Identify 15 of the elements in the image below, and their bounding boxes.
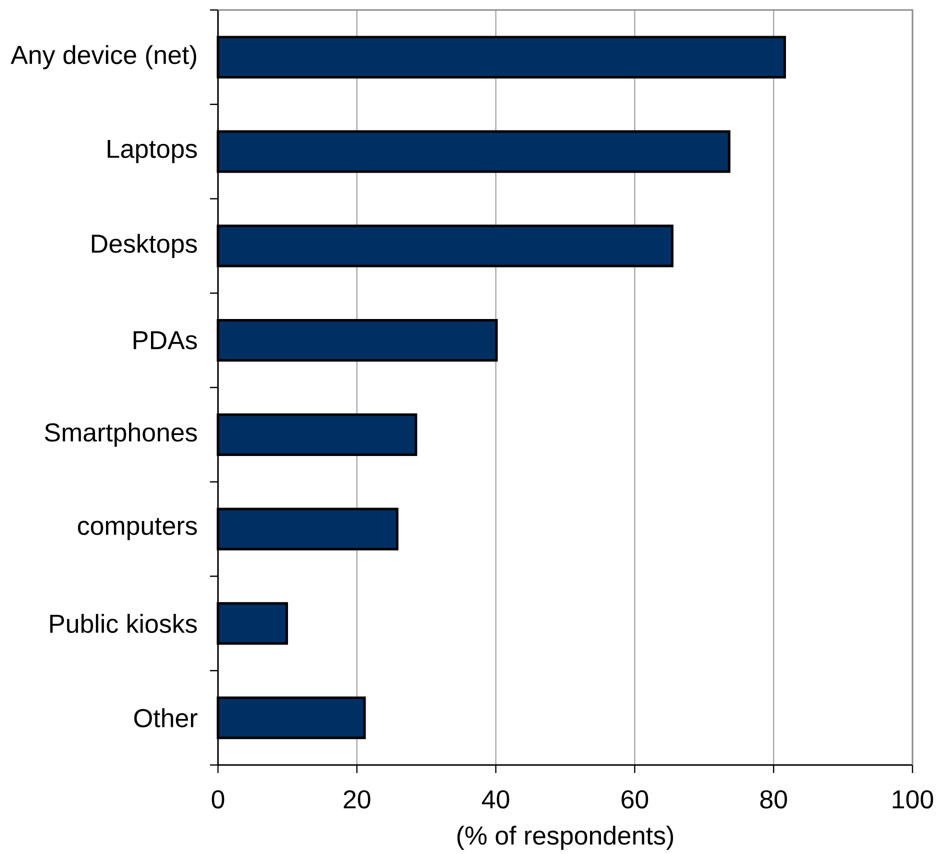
y-tick-label: Other: [134, 708, 198, 728]
y-tick-label: Any device (net): [10, 45, 196, 70]
x-tick-label: 0: [212, 790, 224, 809]
x-tick-label: 80: [760, 790, 787, 809]
x-tick-label: 40: [482, 790, 510, 809]
y-tick-label: Public kiosks: [50, 614, 197, 633]
x-tick-label: 60: [622, 790, 648, 809]
y-tick-label: Smartphones: [44, 422, 197, 447]
y-tick-label: PDAs: [134, 331, 197, 350]
x-tick-label: 100: [892, 790, 934, 809]
x-tick-label: 20: [344, 790, 370, 809]
y-tick-label: computers: [78, 518, 197, 540]
y-tick-label: Desktops: [92, 234, 197, 258]
x-axis-title: (% of respondents): [457, 826, 674, 850]
y-tick-label: Laptops: [108, 140, 197, 164]
